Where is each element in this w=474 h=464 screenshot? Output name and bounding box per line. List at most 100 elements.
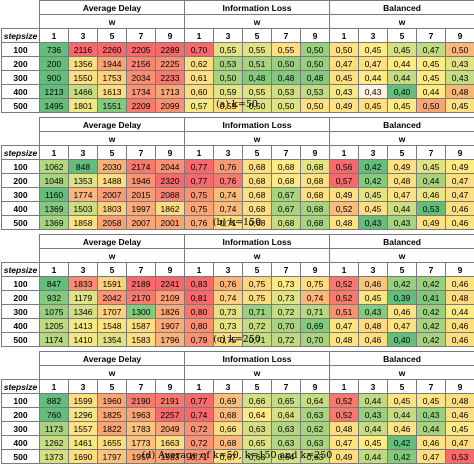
table-caption: (c) k=250 xyxy=(0,334,474,345)
heat-cell: 1822 xyxy=(98,422,127,436)
stepsize-row-label: 300 xyxy=(2,305,40,319)
heat-cell: 0,47 xyxy=(388,319,417,333)
heat-cell: 2109 xyxy=(156,291,185,305)
heat-cell: 2116 xyxy=(69,43,98,57)
heat-cell: 0,49 xyxy=(446,160,474,174)
heat-cell: 0,75 xyxy=(185,188,214,202)
heat-cell: 0,65 xyxy=(243,436,272,450)
w-value-header: 9 xyxy=(301,380,330,394)
table-caption: (a) k=50 xyxy=(0,99,474,110)
heat-cell: 0,83 xyxy=(185,277,214,291)
heat-cell: 0,46 xyxy=(446,408,474,422)
corner-blank xyxy=(2,118,40,132)
stepsize-row-label: 400 xyxy=(2,85,40,99)
heat-cell: 0,45 xyxy=(330,71,359,85)
heat-cell: 0,81 xyxy=(185,291,214,305)
w-value-header: 7 xyxy=(417,263,446,277)
heat-cell: 0,42 xyxy=(417,277,446,291)
w-label: w xyxy=(40,15,185,29)
heat-cell: 0,55 xyxy=(214,43,243,57)
stepsize-row-label: 200 xyxy=(2,57,40,71)
w-value-header: 7 xyxy=(127,146,156,160)
heat-cell: 0,55 xyxy=(243,85,272,99)
heat-cell: 0,45 xyxy=(388,394,417,408)
heat-cell: 0,48 xyxy=(446,85,474,99)
w-value-header: 1 xyxy=(330,29,359,43)
heat-cell: 0,68 xyxy=(214,436,243,450)
heat-cell: 848 xyxy=(69,160,98,174)
stepsize-row-label: 300 xyxy=(2,71,40,85)
heat-cell: 932 xyxy=(40,291,69,305)
heat-cell: 1213 xyxy=(40,85,69,99)
heat-cell: 1346 xyxy=(69,305,98,319)
heat-cell: 0,47 xyxy=(446,436,474,450)
heat-cell: 0,44 xyxy=(417,422,446,436)
w-label: w xyxy=(40,132,185,146)
w-value-header: 3 xyxy=(359,29,388,43)
heat-cell: 0,45 xyxy=(417,71,446,85)
group-header: Average Delay xyxy=(40,118,185,132)
heat-cell: 0,46 xyxy=(446,277,474,291)
w-value-header: 9 xyxy=(156,29,185,43)
heat-cell: 0,73 xyxy=(272,291,301,305)
w-value-header: 9 xyxy=(301,263,330,277)
heat-cell: 2257 xyxy=(156,408,185,422)
heat-cell: 2049 xyxy=(156,422,185,436)
heat-cell: 0,52 xyxy=(330,408,359,422)
heat-cell: 0,55 xyxy=(272,43,301,57)
w-value-header: 3 xyxy=(359,146,388,160)
heat-cell: 0,72 xyxy=(272,305,301,319)
corner-blank xyxy=(2,352,40,366)
heat-cell: 0,48 xyxy=(330,422,359,436)
heat-cell: 1461 xyxy=(69,436,98,450)
w-value-header: 3 xyxy=(214,29,243,43)
heat-cell: 0,76 xyxy=(214,160,243,174)
heat-cell: 0,68 xyxy=(214,408,243,422)
group-header: Balanced xyxy=(330,352,474,366)
heat-cell: 1075 xyxy=(40,305,69,319)
heat-cell: 847 xyxy=(40,277,69,291)
heat-cell: 736 xyxy=(40,43,69,57)
heat-cell: 0,77 xyxy=(185,394,214,408)
stepsize-row-label: 100 xyxy=(2,277,40,291)
heat-cell: 0,42 xyxy=(359,160,388,174)
heat-cell: 1997 xyxy=(127,202,156,216)
heat-cell: 1296 xyxy=(69,408,98,422)
w-value-header: 5 xyxy=(243,146,272,160)
heat-cell: 0,47 xyxy=(330,319,359,333)
w-label: w xyxy=(330,249,474,263)
heat-cell: 0,66 xyxy=(243,394,272,408)
heat-cell: 0,45 xyxy=(359,436,388,450)
heat-cell: 0,74 xyxy=(214,188,243,202)
heat-cell: 0,42 xyxy=(417,319,446,333)
heat-cell: 0,63 xyxy=(243,422,272,436)
stepsize-row-label: 400 xyxy=(2,319,40,333)
heat-cell: 0,80 xyxy=(185,305,214,319)
heat-cell: 1655 xyxy=(98,436,127,450)
heat-cell: 0,49 xyxy=(330,188,359,202)
heat-cell: 0,68 xyxy=(243,174,272,188)
w-value-header: 3 xyxy=(69,380,98,394)
heat-cell: 1707 xyxy=(98,305,127,319)
heat-cell: 0,45 xyxy=(388,43,417,57)
w-value-header: 7 xyxy=(417,29,446,43)
heat-cell: 0,48 xyxy=(446,394,474,408)
w-value-header: 1 xyxy=(185,29,214,43)
heat-cell: 0,43 xyxy=(359,305,388,319)
heat-cell: 0,47 xyxy=(446,188,474,202)
heat-cell: 2015 xyxy=(127,188,156,202)
heat-cell: 0,75 xyxy=(301,277,330,291)
w-value-header: 9 xyxy=(156,380,185,394)
w-value-header: 5 xyxy=(243,29,272,43)
heat-cell: 1550 xyxy=(69,71,98,85)
